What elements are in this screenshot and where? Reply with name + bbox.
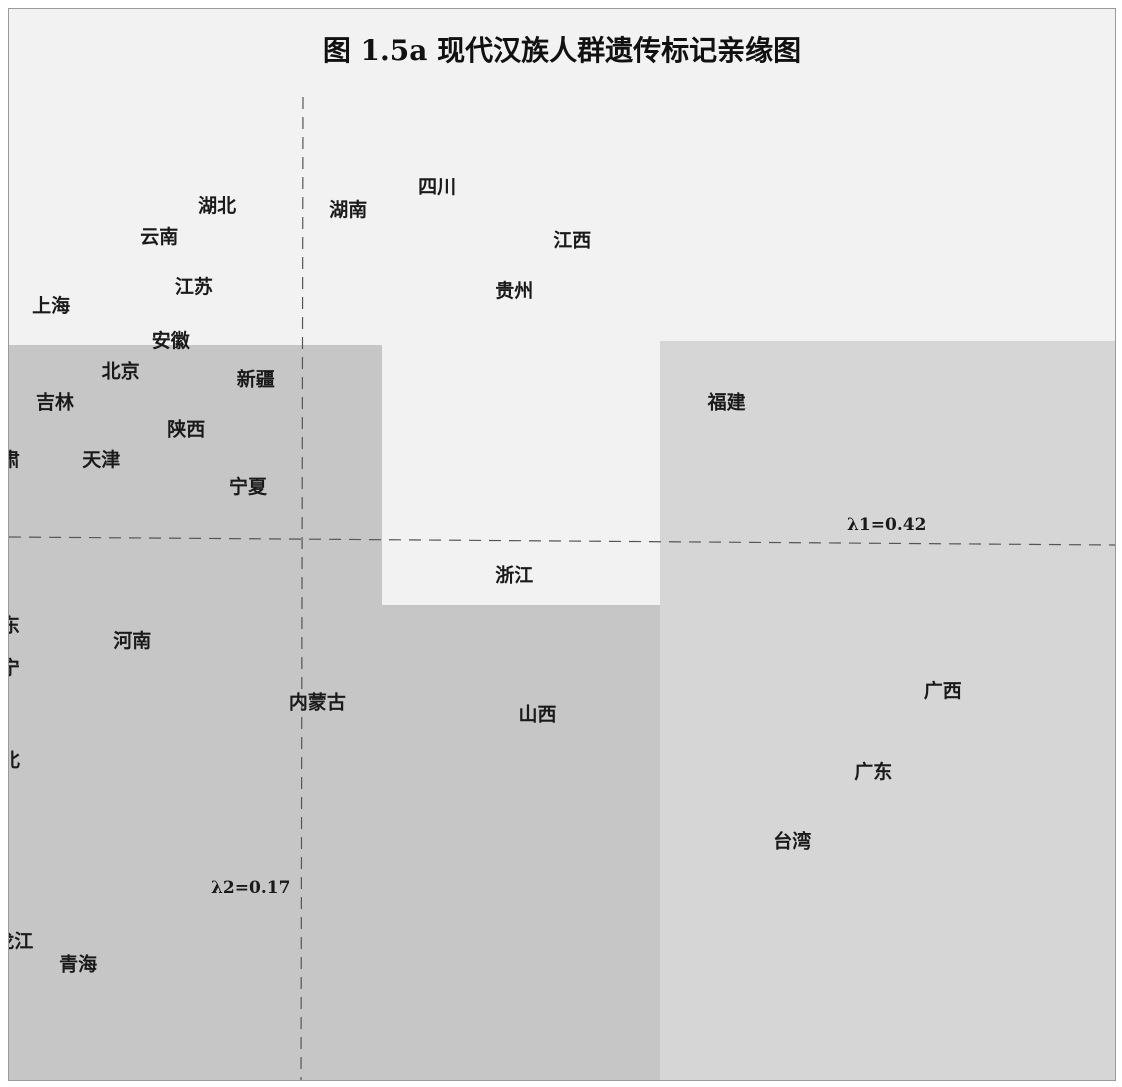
figure-frame: 图 1.5a 现代汉族人群遗传标记亲缘图 λ1=0.42 λ2=0.17 四川湖… [8,8,1116,1081]
point-label: 辽宁 [9,656,20,679]
point-label: 陕西 [167,417,205,440]
central-cluster-region [382,605,660,1080]
point-label: 山东 [9,614,20,637]
point-label: 浙江 [495,564,533,587]
point-label: 上海 [32,294,70,317]
point-label: 宁夏 [229,475,268,498]
point-label: 甘肃 [9,448,20,471]
y-axis-label: λ2=0.17 [211,878,290,898]
point-label: 黑龙江 [9,929,33,952]
y-axis-line [300,96,304,1080]
cluster-regions [9,341,1115,1080]
x-axis-line [9,536,1115,546]
point-label: 山西 [518,703,556,725]
x-axis-label: λ1=0.42 [847,515,926,535]
point-label: 安徽 [152,329,191,352]
point-label: 云南 [140,226,178,248]
point-label: 河南 [113,630,151,652]
point-label: 天津 [82,448,120,471]
point-label: 吉林 [36,390,74,413]
point-label: 湖北 [198,195,236,217]
point-label: 新疆 [237,367,275,390]
south-cluster-region [660,341,1115,1080]
point-label: 江西 [553,230,591,252]
point-label: 福建 [707,390,746,413]
point-label: 湖南 [329,199,367,221]
north-cluster-region [9,345,382,1080]
point-label: 江苏 [175,275,213,298]
point-label: 贵州 [495,280,533,302]
point-label: 台湾 [773,829,811,852]
point-label: 内蒙古 [289,691,346,714]
point-label: 广西 [924,679,962,702]
point-label: 四川 [418,176,456,198]
point-label: 北京 [102,360,140,383]
point-label: 河北 [9,750,20,772]
point-label: 广东 [854,760,892,783]
chart-title: 图 1.5a 现代汉族人群遗传标记亲缘图 [322,34,802,67]
point-label: 青海 [59,953,97,976]
